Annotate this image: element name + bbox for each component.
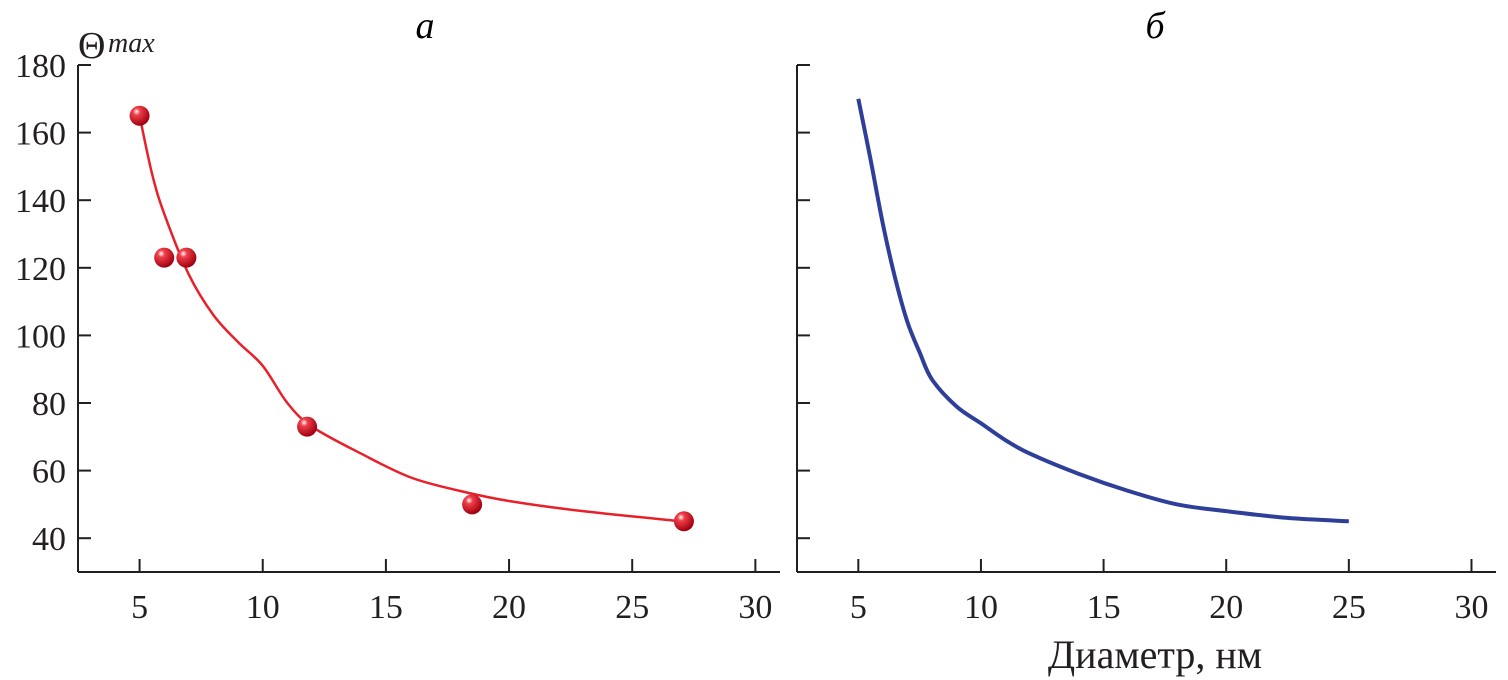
- data-point: [176, 247, 197, 268]
- y-axis-label-sub: max: [108, 28, 155, 59]
- data-point: [154, 247, 175, 268]
- x-tick-label: 30: [738, 589, 772, 626]
- x-tick-label: 5: [131, 589, 148, 626]
- panel-a: 40 60 80 100 120 140 160 180 5 10 15 20 25 30: [15, 48, 780, 626]
- x-tick-label: 20: [492, 589, 526, 626]
- y-tick-label: 120: [15, 251, 66, 288]
- x-tick-label: 15: [1087, 589, 1121, 626]
- y-tick-label: 180: [15, 48, 66, 85]
- data-point: [297, 416, 318, 437]
- panel-b-label: б: [1145, 5, 1166, 47]
- y-tick-label: 100: [15, 318, 66, 355]
- data-point: [129, 105, 150, 126]
- x-tick-label: 10: [964, 589, 998, 626]
- x-tick-label: 5: [850, 589, 867, 626]
- y-tick-label: 40: [32, 521, 66, 558]
- x-tick-label: 15: [369, 589, 403, 626]
- y-tick-label: 140: [15, 183, 66, 220]
- x-axis-label: Диаметр, нм: [1048, 632, 1262, 677]
- panel-b: 5 10 15 20 25 30: [796, 64, 1496, 626]
- x-tick-label: 20: [1209, 589, 1243, 626]
- x-tick-label: 25: [1332, 589, 1366, 626]
- x-tick-label: 25: [615, 589, 649, 626]
- x-tick-label: 30: [1454, 589, 1488, 626]
- model-line: [856, 98, 1349, 524]
- x-tick-label: 10: [246, 589, 280, 626]
- data-point: [673, 511, 694, 532]
- y-tick-label: 160: [15, 116, 66, 153]
- fit-line: [138, 115, 682, 523]
- y-axis-label: Θ: [78, 25, 105, 67]
- panel-a-label: a: [416, 5, 435, 47]
- data-point: [462, 494, 483, 515]
- y-tick-label: 80: [32, 386, 66, 423]
- y-tick-label: 60: [32, 454, 66, 491]
